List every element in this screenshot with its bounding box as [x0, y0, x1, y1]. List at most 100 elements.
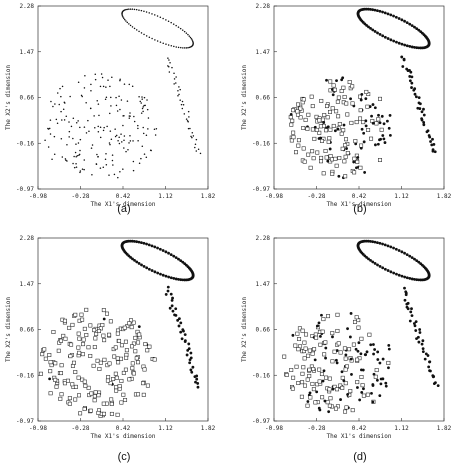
disk-cluster-point	[61, 156, 64, 158]
disk-cluster-point	[321, 317, 326, 322]
disk-cluster-point	[119, 400, 124, 405]
line-cluster-point	[177, 324, 181, 328]
disk-cluster-point	[109, 401, 114, 406]
line-cluster-point	[171, 309, 175, 313]
disk-cluster-point	[59, 338, 63, 343]
disk-cluster-point	[122, 168, 124, 170]
disk-cluster-point	[364, 89, 369, 94]
disk-cluster-point	[376, 117, 381, 122]
disk-cluster-point	[89, 391, 94, 396]
disk-cluster-point	[108, 174, 110, 176]
disk-cluster-point	[47, 353, 52, 357]
disk-cluster-point	[82, 379, 87, 384]
disk-cluster-point	[325, 78, 328, 82]
ellipse-cluster-point	[405, 276, 409, 280]
disk-cluster-point	[91, 174, 93, 176]
disk-cluster-point	[383, 141, 387, 144]
line-cluster-point	[418, 331, 422, 334]
line-cluster-point	[416, 335, 420, 339]
disk-cluster-point	[104, 311, 109, 316]
disk-cluster-point	[109, 85, 111, 88]
ellipse-cluster-point	[392, 246, 395, 250]
disk-cluster-point	[101, 308, 106, 313]
disk-cluster-point	[129, 115, 131, 117]
x-tick-label: -0.98	[29, 425, 47, 432]
disk-cluster-point	[291, 333, 295, 337]
disk-cluster-point	[301, 365, 306, 370]
disk-cluster-point	[327, 109, 332, 114]
disk-cluster-point	[291, 135, 296, 140]
disk-cluster-point	[106, 125, 108, 128]
disk-cluster-point	[77, 120, 79, 122]
x-tick-label: 1.82	[201, 193, 216, 200]
disk-cluster-point	[291, 375, 296, 380]
disk-cluster-point	[132, 160, 135, 163]
line-cluster-point	[410, 75, 414, 79]
line-cluster-point	[408, 319, 412, 323]
line-cluster-point	[183, 333, 187, 337]
ellipse-cluster-point	[417, 260, 421, 264]
disk-cluster-point	[341, 76, 345, 80]
line-cluster-point	[413, 92, 417, 96]
disk-cluster-point	[290, 386, 295, 391]
ellipse-cluster-point	[376, 31, 379, 35]
disk-cluster-point	[359, 375, 364, 379]
disk-cluster-point	[318, 342, 323, 347]
disk-cluster-point	[145, 348, 150, 353]
disk-cluster-point	[103, 126, 105, 129]
ellipse-cluster-point	[419, 262, 423, 266]
ellipse-cluster-point	[128, 8, 130, 10]
ellipse-cluster-point	[189, 36, 192, 39]
disk-cluster-point	[81, 342, 86, 347]
disk-cluster-point	[92, 328, 97, 333]
disk-cluster-point	[125, 150, 127, 153]
disk-cluster-point	[306, 400, 310, 403]
line-cluster-point	[195, 150, 198, 152]
line-cluster-point	[174, 307, 178, 311]
line-cluster-point	[420, 118, 424, 122]
disk-cluster-point	[381, 134, 385, 137]
ellipse-cluster-point	[408, 22, 412, 26]
disk-cluster-point	[327, 403, 332, 408]
disk-cluster-point	[58, 103, 60, 106]
disk-cluster-point	[99, 126, 102, 129]
disk-cluster-point	[64, 158, 67, 160]
disk-cluster-point	[77, 350, 82, 355]
disk-cluster-point	[354, 347, 358, 351]
disk-cluster-point	[313, 400, 318, 405]
line-cluster-point	[423, 357, 427, 361]
ellipse-cluster-point	[375, 9, 379, 13]
ellipse-cluster-point	[369, 258, 372, 262]
disk-cluster-point	[123, 367, 128, 372]
line-cluster-point	[169, 292, 173, 296]
disk-cluster-point	[326, 314, 331, 319]
disk-cluster-point	[111, 377, 116, 381]
disk-cluster-point	[101, 333, 106, 338]
disk-cluster-point	[311, 156, 316, 161]
disk-cluster-point	[358, 94, 362, 99]
disk-cluster-point	[79, 149, 81, 152]
line-cluster-point	[188, 116, 190, 118]
ellipse-cluster-point	[133, 258, 136, 262]
disk-cluster-point	[336, 95, 341, 100]
disk-cluster-point	[373, 374, 378, 379]
ellipse-cluster-point	[162, 42, 164, 44]
disk-cluster-point	[80, 94, 83, 97]
disk-cluster-point	[49, 133, 52, 135]
disk-cluster-point	[109, 397, 114, 402]
disk-cluster-point	[97, 329, 101, 333]
ellipse-cluster-point	[400, 42, 404, 46]
disk-cluster-point	[318, 124, 323, 129]
ellipse-cluster-point	[392, 271, 396, 275]
y-tick-label: 2.28	[256, 3, 271, 10]
disk-cluster-point	[337, 174, 341, 178]
ellipse-cluster-point	[159, 16, 162, 18]
disk-cluster-point	[348, 335, 352, 339]
disk-cluster-point	[54, 384, 59, 389]
disk-cluster-point	[343, 356, 348, 361]
disk-cluster-point	[340, 375, 345, 380]
disk-cluster-point	[336, 341, 341, 346]
disk-cluster-point	[132, 169, 135, 172]
ellipse-cluster-point	[400, 274, 404, 278]
disk-cluster-point	[384, 384, 388, 388]
